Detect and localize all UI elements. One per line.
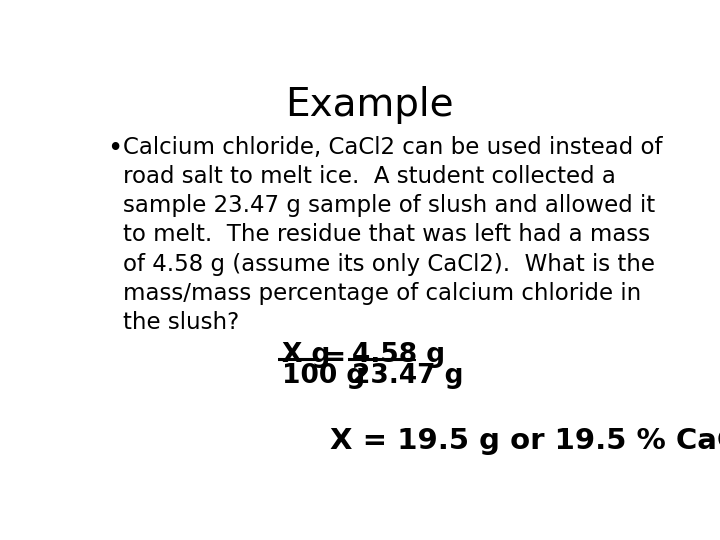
Text: 23.47 g: 23.47 g bbox=[352, 363, 464, 389]
Text: =: = bbox=[323, 345, 345, 371]
Text: sample 23.47 g sample of slush and allowed it: sample 23.47 g sample of slush and allow… bbox=[122, 194, 654, 217]
Text: road salt to melt ice.  A student collected a: road salt to melt ice. A student collect… bbox=[122, 165, 616, 188]
Text: X = 19.5 g or 19.5 % CaCl2: X = 19.5 g or 19.5 % CaCl2 bbox=[330, 427, 720, 455]
Text: mass/mass percentage of calcium chloride in: mass/mass percentage of calcium chloride… bbox=[122, 282, 641, 305]
Text: the slush?: the slush? bbox=[122, 311, 239, 334]
Text: to melt.  The residue that was left had a mass: to melt. The residue that was left had a… bbox=[122, 224, 649, 246]
Text: 100 g: 100 g bbox=[282, 363, 366, 389]
Text: X g: X g bbox=[282, 342, 330, 368]
Text: 4.58 g: 4.58 g bbox=[352, 342, 445, 368]
Text: •: • bbox=[107, 136, 122, 161]
Text: Calcium chloride, CaCl2 can be used instead of: Calcium chloride, CaCl2 can be used inst… bbox=[122, 136, 662, 159]
Text: of 4.58 g (assume its only CaCl2).  What is the: of 4.58 g (assume its only CaCl2). What … bbox=[122, 253, 654, 276]
Text: Example: Example bbox=[284, 86, 454, 124]
